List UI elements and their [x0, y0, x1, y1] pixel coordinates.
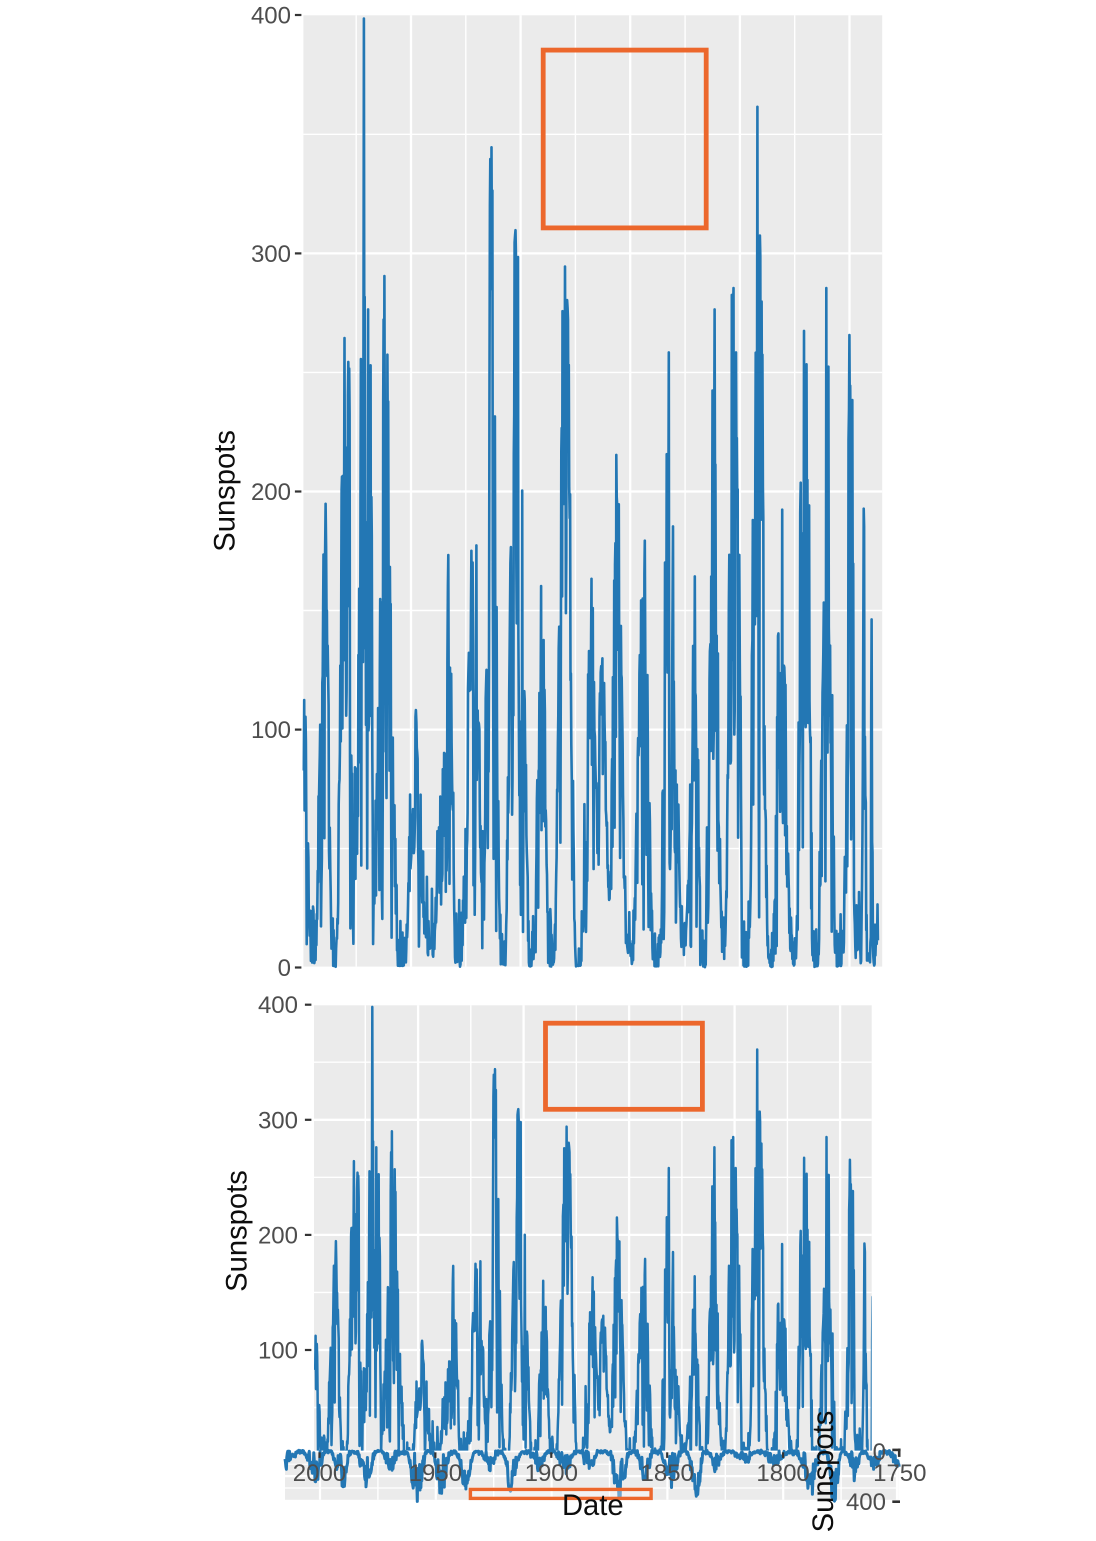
svg-text:1750: 1750 — [873, 1460, 926, 1487]
svg-text:200: 200 — [258, 1222, 298, 1249]
svg-text:1850: 1850 — [641, 1460, 694, 1487]
svg-text:1800: 1800 — [756, 1460, 809, 1487]
svg-text:300: 300 — [258, 1107, 298, 1134]
svg-text:400: 400 — [251, 3, 291, 30]
svg-text:300: 300 — [251, 241, 291, 268]
svg-text:0: 0 — [873, 1439, 886, 1466]
svg-text:400: 400 — [258, 992, 298, 1019]
svg-text:200: 200 — [251, 479, 291, 506]
svg-text:Sunspots: Sunspots — [808, 1411, 840, 1533]
svg-text:0: 0 — [278, 955, 291, 982]
svg-text:Sunspots: Sunspots — [221, 1170, 253, 1292]
svg-text:100: 100 — [251, 717, 291, 744]
svg-text:1900: 1900 — [525, 1460, 578, 1487]
svg-text:Sunspots: Sunspots — [209, 430, 241, 552]
svg-text:2000: 2000 — [293, 1460, 346, 1487]
svg-text:Date: Date — [562, 1490, 624, 1522]
svg-text:1950: 1950 — [409, 1460, 462, 1487]
svg-text:100: 100 — [258, 1338, 298, 1365]
svg-text:400: 400 — [846, 1489, 886, 1516]
